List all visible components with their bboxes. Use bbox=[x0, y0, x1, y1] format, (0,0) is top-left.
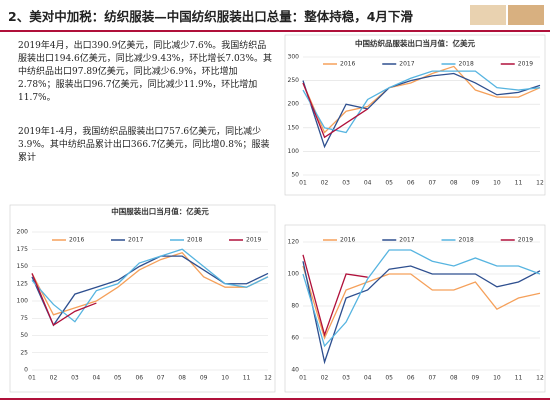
series-line bbox=[31, 248, 269, 323]
legend-label: 2016 bbox=[340, 237, 355, 244]
x-tick-label: 03 bbox=[342, 180, 350, 187]
legend-label: 2018 bbox=[187, 237, 202, 244]
logo bbox=[470, 3, 545, 27]
chart-title: 中国服装出口当月值：亿美元 bbox=[111, 206, 209, 216]
x-tick-label: 11 bbox=[243, 375, 251, 382]
legend-label: 2017 bbox=[399, 61, 414, 68]
y-tick-label: 120 bbox=[288, 239, 300, 246]
x-tick-label: 08 bbox=[450, 180, 458, 187]
y-tick-label: 50 bbox=[291, 172, 299, 179]
y-tick-label: 100 bbox=[288, 148, 300, 155]
y-tick-label: 80 bbox=[291, 303, 299, 310]
x-tick-label: 12 bbox=[536, 375, 544, 382]
series-line bbox=[302, 82, 368, 139]
legend-label: 2019 bbox=[246, 237, 261, 244]
x-tick-label: 02 bbox=[321, 375, 329, 382]
x-tick-label: 10 bbox=[493, 180, 501, 187]
y-tick-label: 60 bbox=[291, 335, 299, 342]
x-tick-label: 06 bbox=[407, 180, 415, 187]
x-tick-label: 06 bbox=[135, 375, 143, 382]
x-tick-label: 03 bbox=[342, 375, 350, 382]
y-tick-label: 200 bbox=[288, 101, 300, 108]
x-tick-label: 04 bbox=[93, 375, 101, 382]
x-tick-label: 09 bbox=[472, 180, 480, 187]
chart-frame bbox=[284, 34, 546, 196]
legend-label: 2019 bbox=[518, 237, 533, 244]
legend-label: 2017 bbox=[128, 237, 143, 244]
x-tick-label: 11 bbox=[515, 180, 523, 187]
y-tick-label: 125 bbox=[17, 280, 29, 287]
x-tick-label: 02 bbox=[321, 180, 329, 187]
y-tick-label: 0 bbox=[24, 367, 28, 374]
legend-label: 2018 bbox=[459, 237, 474, 244]
y-tick-label: 150 bbox=[17, 263, 29, 270]
y-tick-label: 300 bbox=[288, 54, 300, 61]
x-tick-label: 01 bbox=[28, 375, 36, 382]
x-tick-label: 11 bbox=[515, 375, 523, 382]
y-tick-label: 200 bbox=[17, 229, 29, 236]
x-tick-label: 03 bbox=[71, 375, 79, 382]
y-tick-label: 100 bbox=[17, 298, 29, 305]
x-tick-label: 06 bbox=[407, 375, 415, 382]
legend-label: 2016 bbox=[340, 61, 355, 68]
y-tick-label: 100 bbox=[288, 271, 300, 278]
slide-title: 2、美对中加税：纺织服装—中国纺织服装出口总量：整体持稳，4月下滑 bbox=[8, 9, 413, 24]
y-tick-label: 40 bbox=[291, 367, 299, 374]
x-tick-label: 07 bbox=[428, 375, 436, 382]
x-tick-label: 05 bbox=[385, 375, 393, 382]
x-tick-label: 04 bbox=[364, 180, 372, 187]
x-tick-label: 12 bbox=[264, 375, 272, 382]
x-tick-label: 09 bbox=[472, 375, 480, 382]
chart-title: 中国纺织品服装出口当月值：亿美元 bbox=[355, 38, 475, 48]
y-tick-label: 150 bbox=[288, 124, 300, 131]
series-line bbox=[302, 254, 368, 337]
x-tick-label: 07 bbox=[157, 375, 165, 382]
x-tick-label: 08 bbox=[450, 375, 458, 382]
x-tick-label: 08 bbox=[178, 375, 186, 382]
legend-label: 2019 bbox=[518, 61, 533, 68]
series-line bbox=[302, 72, 541, 149]
x-tick-label: 02 bbox=[50, 375, 58, 382]
x-tick-label: 10 bbox=[221, 375, 229, 382]
x-tick-label: 05 bbox=[114, 375, 122, 382]
x-tick-label: 01 bbox=[299, 375, 307, 382]
paragraph: 2019年1-4月，我国纺织品服装出口757.6亿美元，同比减少3.9%。其中纺… bbox=[18, 127, 270, 163]
y-tick-label: 75 bbox=[20, 315, 28, 322]
legend-label: 2018 bbox=[459, 61, 474, 68]
x-tick-label: 07 bbox=[428, 180, 436, 187]
x-tick-label: 12 bbox=[536, 180, 544, 187]
y-tick-label: 250 bbox=[288, 77, 300, 84]
y-tick-label: 175 bbox=[17, 246, 29, 253]
series-line bbox=[31, 251, 269, 316]
x-tick-label: 09 bbox=[200, 375, 208, 382]
series-line bbox=[302, 265, 541, 340]
x-tick-label: 10 bbox=[493, 375, 501, 382]
y-tick-label: 50 bbox=[20, 332, 28, 339]
y-tick-label: 25 bbox=[20, 349, 28, 356]
series-line bbox=[302, 65, 541, 134]
x-tick-label: 05 bbox=[385, 180, 393, 187]
series-line bbox=[31, 273, 97, 327]
divider bbox=[0, 398, 550, 400]
paragraph: 2019年4月，出口390.9亿美元，同比减少7.6%。我国纺织品服装出口194… bbox=[18, 41, 272, 103]
divider bbox=[0, 30, 550, 32]
chart-frame bbox=[9, 204, 276, 393]
legend-label: 2017 bbox=[399, 237, 414, 244]
x-tick-label: 01 bbox=[299, 180, 307, 187]
chart-frame bbox=[284, 224, 546, 393]
x-tick-label: 04 bbox=[364, 375, 372, 382]
series-line bbox=[302, 261, 541, 365]
legend-label: 2016 bbox=[69, 237, 84, 244]
series-line bbox=[302, 70, 541, 134]
series-line bbox=[302, 249, 541, 348]
